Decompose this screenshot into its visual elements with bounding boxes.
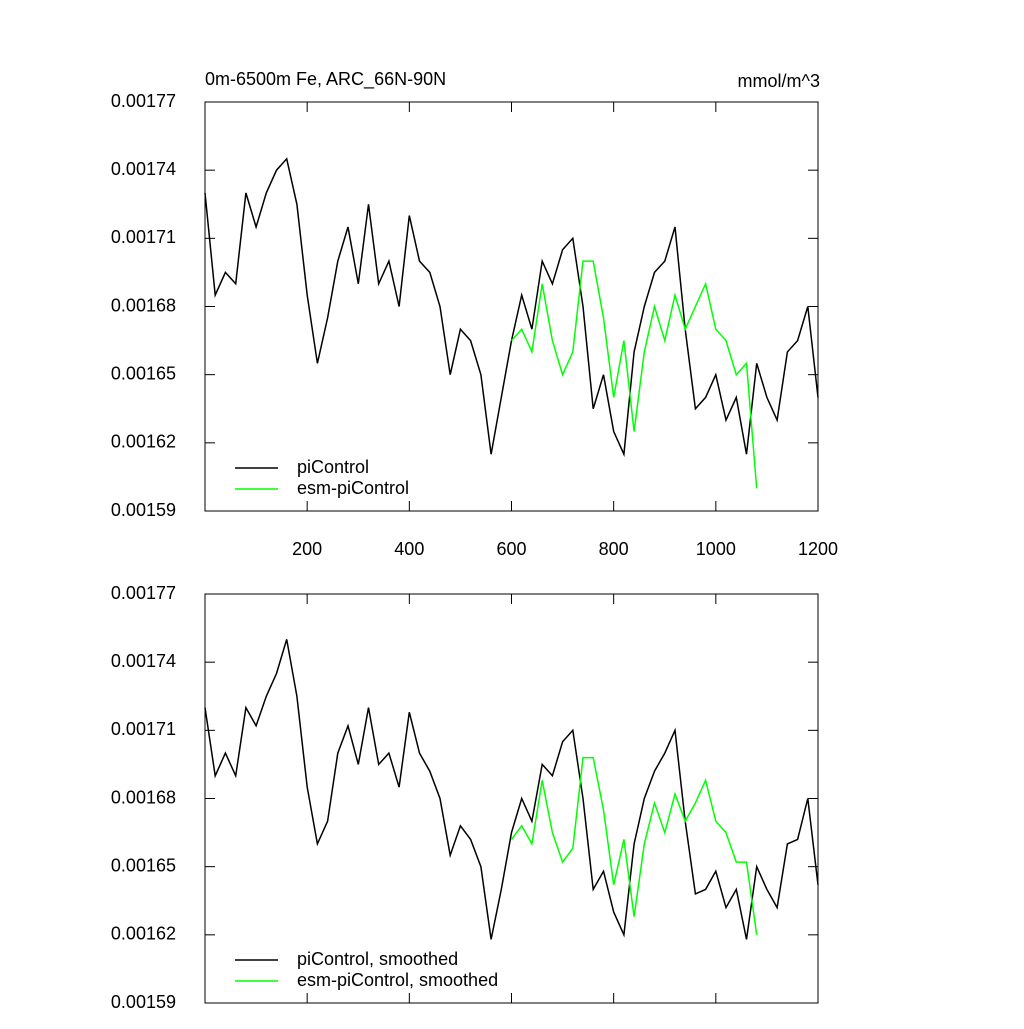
- y-tick-label: 0.00168: [111, 787, 176, 807]
- x-tick-label: 600: [496, 539, 526, 559]
- plot-frame: [204, 593, 819, 1004]
- y-tick-label: 0.00168: [111, 295, 176, 315]
- x-tick-label: 800: [599, 539, 629, 559]
- y-tick-label: 0.00174: [111, 651, 176, 671]
- y-tick-label: 0.00177: [111, 583, 176, 603]
- x-tick-label: 1200: [798, 539, 838, 559]
- units-label: mmol/m^3: [738, 71, 820, 91]
- y-tick-label: 0.00177: [111, 91, 176, 111]
- data-line: [204, 639, 819, 940]
- legend-label: esm-piControl, smoothed: [297, 970, 498, 990]
- y-tick-label: 0.00171: [111, 719, 176, 739]
- plot-frame: [204, 101, 819, 512]
- y-tick-label: 0.00159: [111, 500, 176, 520]
- y-tick-label: 0.00159: [111, 992, 176, 1012]
- data-line: [510, 756, 758, 935]
- legend-label: piControl: [297, 457, 369, 477]
- legend-label: piControl, smoothed: [297, 949, 458, 969]
- chart-title: 0m-6500m Fe, ARC_66N-90N: [205, 69, 446, 90]
- y-tick-label: 0.00162: [111, 432, 176, 452]
- y-tick-label: 0.00174: [111, 159, 176, 179]
- y-tick-label: 0.00165: [111, 363, 176, 383]
- x-tick-label: 400: [394, 539, 424, 559]
- y-tick-label: 0.00171: [111, 227, 176, 247]
- data-line: [204, 157, 819, 458]
- legend-label: esm-piControl: [297, 478, 409, 498]
- y-tick-label: 0.00165: [111, 855, 176, 875]
- y-tick-label: 0.00162: [111, 924, 176, 944]
- x-tick-label: 200: [292, 539, 322, 559]
- x-tick-label: 1000: [696, 539, 736, 559]
- data-line: [510, 260, 758, 489]
